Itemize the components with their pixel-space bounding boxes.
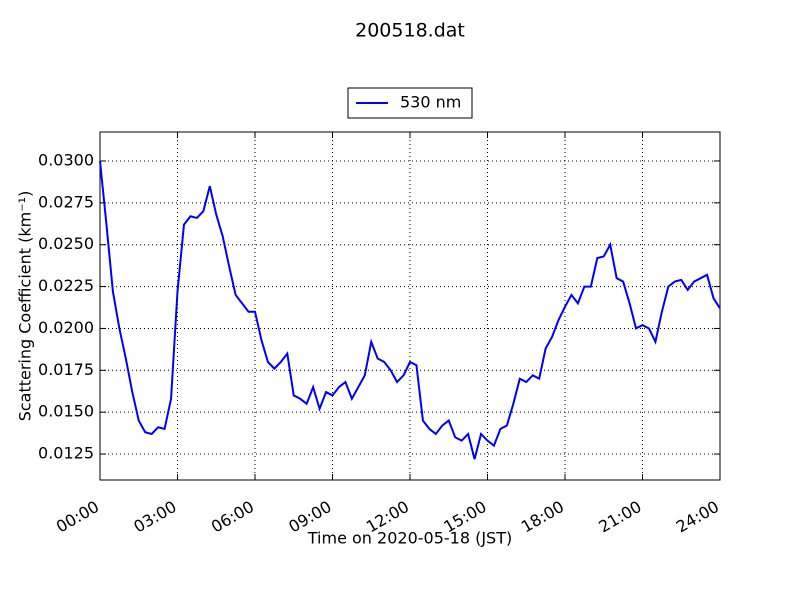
plot-frame xyxy=(99,131,721,481)
y-tick-label: 0.0175 xyxy=(38,360,94,379)
y-tick-label: 0.0300 xyxy=(38,150,94,169)
y-tick-label: 0.0200 xyxy=(38,318,94,337)
x-tick-label: 18:00 xyxy=(518,497,567,537)
x-axis-label: Time on 2020-05-18 (JST) xyxy=(307,529,512,548)
y-tick-label: 0.0225 xyxy=(38,276,94,295)
y-tick-label: 0.0150 xyxy=(38,402,94,421)
x-tick-label: 06:00 xyxy=(208,497,257,537)
chart-title: 200518.dat xyxy=(355,20,465,42)
legend-label: 530 nm xyxy=(400,93,461,112)
x-tick-label: 24:00 xyxy=(673,497,722,537)
x-tick-label: 00:00 xyxy=(53,497,102,537)
legend: 530 nm xyxy=(347,87,473,119)
x-tick-label: 03:00 xyxy=(130,497,179,537)
data-line xyxy=(99,160,721,460)
y-axis-label: Scattering Coefficient (km⁻¹) xyxy=(16,191,35,422)
y-tick-label: 0.0125 xyxy=(38,444,94,463)
y-tick-label: 0.0250 xyxy=(38,234,94,253)
y-tick-label: 0.0275 xyxy=(38,192,94,211)
x-tick-label: 21:00 xyxy=(595,497,644,537)
